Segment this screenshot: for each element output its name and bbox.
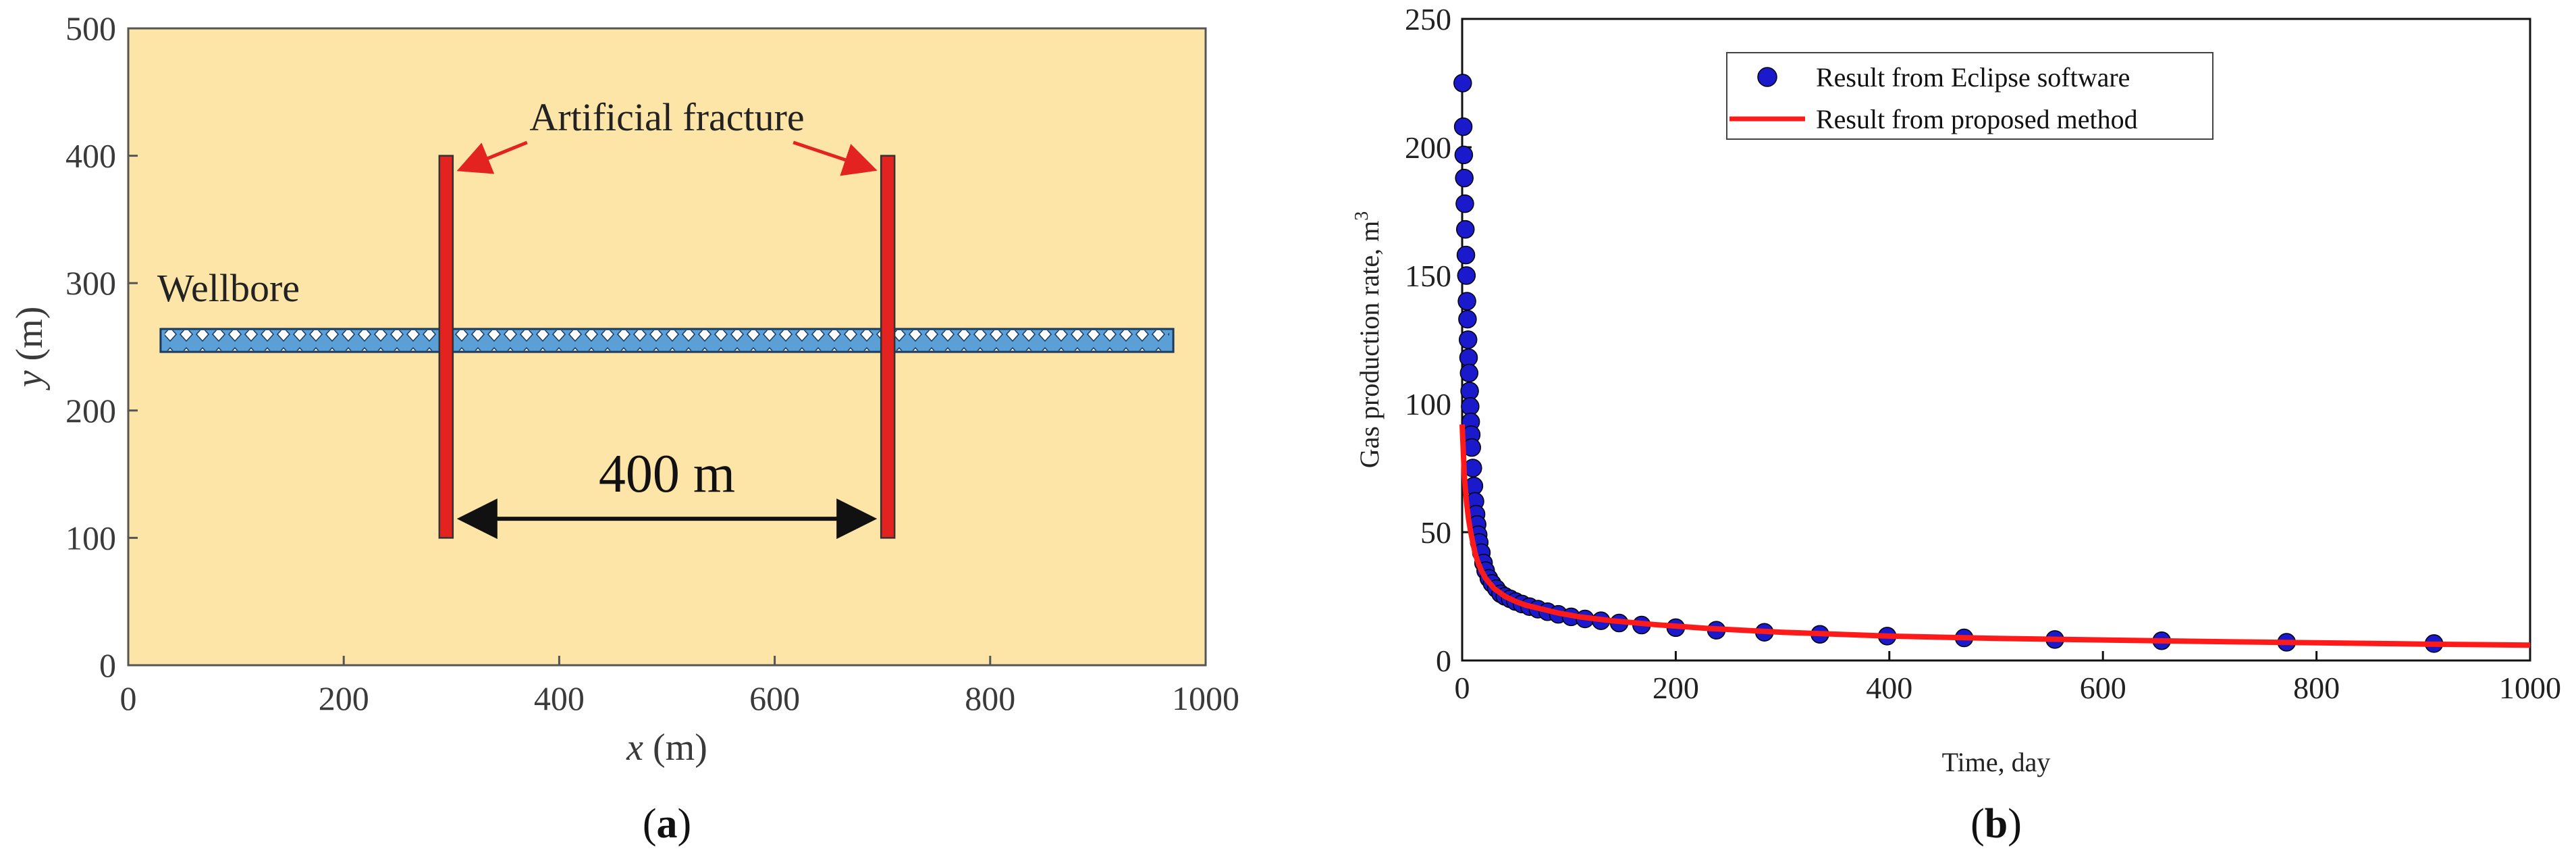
panel-a-x-tick-label: 1000 (1172, 679, 1239, 717)
panel-b: 0 200 400 600 800 1000 0 50 100 150 200 250 Result… (1351, 2, 2561, 847)
eclipse-data-point (1455, 194, 1474, 213)
eclipse-data-point (1454, 145, 1474, 165)
panel-a-x-ticks: 0 200 400 600 800 1000 (120, 656, 1239, 717)
panel-b-x-tick-label: 200 (1653, 671, 1699, 705)
fracture-right (880, 155, 896, 539)
fracture-left (438, 155, 454, 539)
fracture-label: Artificial fracture (529, 95, 804, 139)
panel-b-x-tick-label: 0 (1455, 671, 1470, 705)
eclipse-data-point (1453, 117, 1473, 136)
panel-a-x-tick-label: 200 (319, 679, 369, 717)
wellbore-label: Wellbore (157, 266, 300, 310)
panel-a-x-tick-label: 400 (534, 679, 585, 717)
y-label-text: Gas production rate, m (1354, 221, 1385, 469)
panel-b-label: (b) (1970, 801, 2022, 847)
legend-box (1726, 52, 2213, 140)
panel-a-y-axis-label: y (m) (9, 307, 51, 391)
panel-b-y-ticks: 0 50 100 150 200 250 (1405, 2, 1472, 678)
panel-a-y-tick-label: 300 (65, 264, 116, 302)
y-variable: y (9, 370, 51, 390)
wellbore-perforations (164, 330, 1170, 351)
x-unit: (m) (643, 727, 707, 769)
legend-marker-eclipse (1757, 67, 1777, 87)
panel-a-y-tick-label: 400 (65, 137, 116, 175)
eclipse-data-point (1458, 330, 1478, 349)
panel-b-y-tick-label: 50 (1420, 515, 1451, 550)
panel-b-x-ticks: 0 200 400 600 800 1000 (1455, 651, 2561, 705)
panel-b-y-tick-label: 200 (1405, 130, 1451, 165)
y-label-superscript: 3 (1351, 211, 1372, 221)
x-variable: x (626, 727, 643, 769)
panel-a-y-tick-label: 200 (65, 392, 116, 430)
panel-a-y-ticks: 0 100 200 300 400 500 (65, 9, 138, 684)
panel-b-x-tick-label: 400 (1866, 671, 1912, 705)
panel-b-y-tick-label: 150 (1405, 259, 1451, 293)
panel-b-y-tick-label: 250 (1405, 2, 1451, 36)
panel-a-x-axis-label: x (m) (626, 727, 707, 769)
fracture-pointer-right (793, 140, 878, 176)
fracture-pointer-left (456, 140, 528, 174)
eclipse-data-point (1457, 266, 1476, 285)
legend-entry-eclipse: Result from Eclipse software (1816, 62, 2130, 93)
panel-b-y-axis-label: Gas production rate, m3 (1351, 211, 1385, 469)
eclipse-data-point (1458, 309, 1477, 329)
panel-a-x-tick-label: 600 (749, 679, 800, 717)
panel-b-x-tick-label: 1000 (2499, 671, 2561, 705)
legend: Result from Eclipse software Result from… (1726, 52, 2213, 140)
eclipse-data-point (1456, 245, 1476, 265)
panel-a-y-tick-label: 500 (65, 9, 116, 47)
panel-b-x-tick-label: 800 (2293, 671, 2340, 705)
panel-a-y-tick-label: 100 (65, 519, 116, 556)
panel-a-label: (a) (643, 801, 691, 847)
panel-b-x-tick-label: 600 (2080, 671, 2126, 705)
panel-a-x-tick-label: 0 (120, 679, 137, 717)
eclipse-data-point (1459, 363, 1479, 383)
panel-b-x-axis-label: Time, day (1942, 747, 2051, 777)
panel-a: 0 200 400 600 800 1000 0 100 200 300 400 500 Wellb… (9, 9, 1239, 847)
panel-a-y-tick-label: 0 (99, 646, 116, 684)
panel-b-y-tick-label: 0 (1436, 644, 1451, 678)
legend-entry-proposed: Result from proposed method (1816, 104, 2138, 134)
spacing-label: 400 m (599, 444, 735, 504)
panel-b-y-tick-label: 100 (1405, 387, 1451, 421)
eclipse-data-point (1455, 168, 1474, 188)
eclipse-data-point (1453, 74, 1472, 93)
eclipse-data-point (1457, 292, 1476, 311)
y-unit: (m) (9, 307, 51, 371)
eclipse-data-point (1455, 219, 1475, 239)
panel-a-x-tick-label: 800 (965, 679, 1015, 717)
proposed-method-line (1459, 424, 2531, 648)
